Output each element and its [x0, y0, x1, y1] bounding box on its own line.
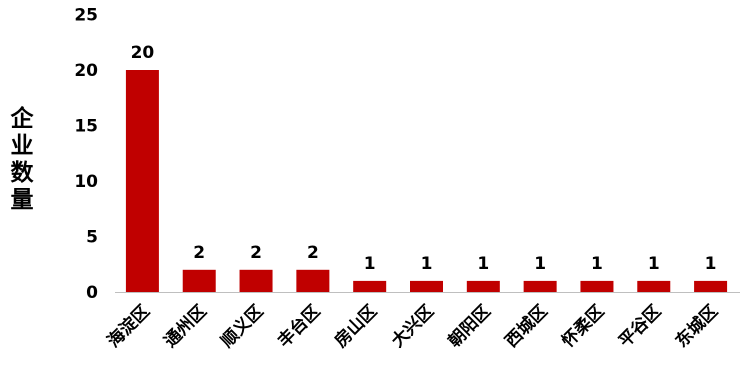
data-label: 1 — [534, 254, 546, 274]
bar — [580, 280, 614, 292]
y-axis-ticks: 0 5 10 15 20 25 — [74, 6, 98, 304]
category-labels: 海淀区 通州区 顺义区 丰台区 房山区 大兴区 朝阳区 西城区 怀柔区 平谷区 东城区 — [103, 301, 722, 352]
category-label: 西城区 — [501, 301, 551, 351]
data-label: 1 — [364, 254, 376, 274]
data-label: 1 — [648, 254, 660, 274]
bar — [694, 280, 728, 292]
y-tick-label: 10 — [74, 172, 98, 192]
category-label: 怀柔区 — [558, 301, 608, 351]
category-label: 大兴区 — [387, 301, 438, 352]
bar — [296, 269, 330, 292]
bar — [353, 280, 387, 292]
bar — [239, 269, 273, 292]
data-label: 2 — [307, 243, 319, 263]
data-label: 1 — [591, 254, 603, 274]
y-tick-label: 5 — [86, 228, 98, 248]
data-label: 2 — [250, 243, 262, 263]
category-label: 顺义区 — [217, 301, 268, 352]
data-label: 20 — [131, 43, 155, 63]
y-axis-title-char: 量 — [11, 187, 34, 213]
y-tick-label: 15 — [74, 117, 98, 137]
y-axis-title-char: 业 — [11, 133, 34, 159]
bars — [125, 70, 728, 292]
y-tick-label: 0 — [86, 283, 98, 303]
data-label: 1 — [477, 254, 489, 274]
y-axis-title-char: 数 — [11, 160, 35, 186]
bar — [182, 269, 216, 292]
data-label: 1 — [705, 254, 717, 274]
bar — [125, 70, 159, 292]
y-tick-label: 20 — [74, 61, 98, 81]
category-label: 平谷区 — [615, 301, 665, 351]
category-label: 房山区 — [330, 301, 381, 352]
bar — [523, 280, 557, 292]
data-labels: 20 2 2 2 1 1 1 1 1 1 1 — [131, 43, 717, 274]
bar — [466, 280, 500, 292]
y-axis-title-char: 企 — [10, 105, 35, 132]
y-tick-label: 25 — [74, 6, 98, 26]
data-label: 1 — [421, 254, 433, 274]
category-label: 通州区 — [161, 301, 211, 351]
category-label: 东城区 — [671, 301, 722, 352]
category-label: 海淀区 — [103, 301, 154, 352]
category-label: 丰台区 — [273, 301, 324, 352]
bar — [410, 280, 443, 292]
bar — [637, 280, 671, 292]
category-label: 朝阳区 — [444, 301, 495, 352]
data-label: 2 — [193, 243, 205, 263]
